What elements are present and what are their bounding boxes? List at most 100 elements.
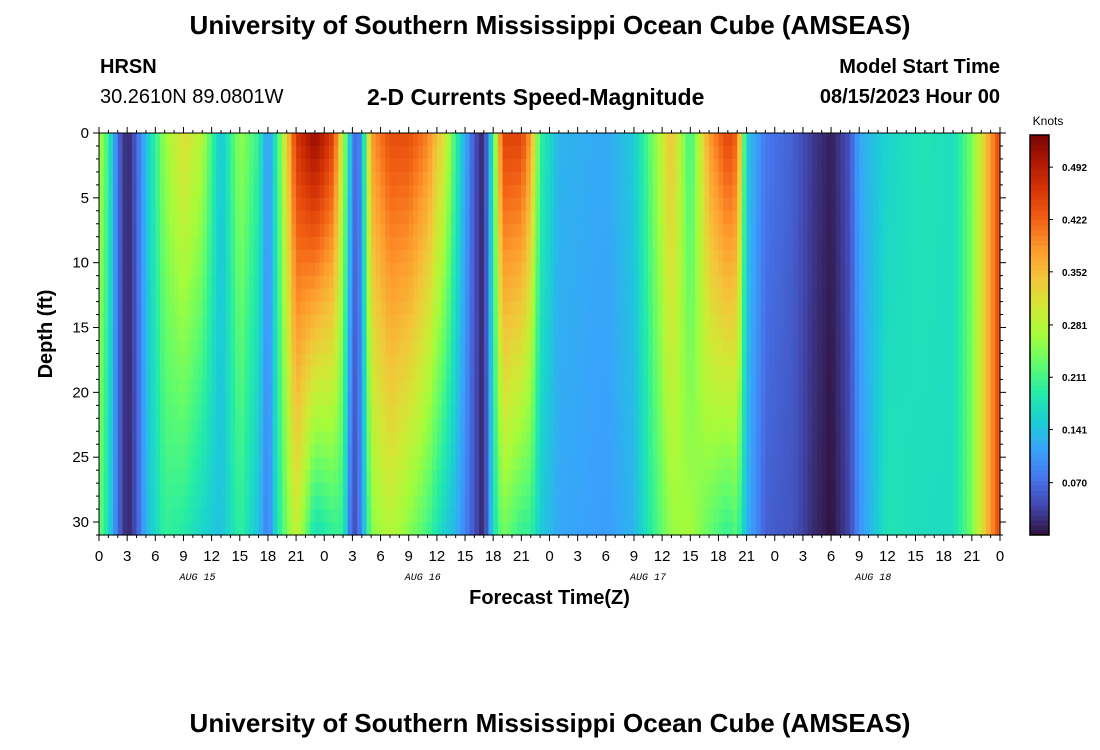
heatmap-cell: [666, 418, 673, 432]
heatmap-cell: [239, 444, 246, 458]
heatmap-cell: [244, 314, 250, 329]
heatmap-cell: [422, 418, 429, 432]
heatmap-cell: [765, 379, 771, 393]
heatmap-cell: [141, 392, 147, 406]
heatmap-cell: [530, 171, 537, 186]
heatmap-cell: [760, 457, 766, 471]
heatmap-cell: [845, 509, 851, 523]
heatmap-cell: [596, 262, 602, 277]
heatmap-cell: [333, 223, 339, 238]
heatmap-cell: [225, 314, 231, 329]
heatmap-cell: [150, 366, 156, 380]
heatmap-cell: [366, 405, 372, 419]
heatmap-cell: [619, 470, 626, 484]
heatmap-cell: [418, 301, 424, 316]
heatmap-cell: [849, 314, 856, 329]
heatmap-cell: [296, 223, 302, 238]
heatmap-cell: [324, 431, 330, 445]
heatmap-cell: [469, 249, 476, 264]
heatmap-cell: [812, 444, 818, 458]
heatmap-cell: [141, 327, 147, 342]
heatmap-cell: [427, 288, 433, 303]
heatmap-cell: [619, 223, 626, 238]
heatmap-cell: [760, 223, 766, 238]
heatmap-cell: [741, 314, 748, 329]
heatmap-cell: [108, 405, 114, 419]
heatmap-cell: [225, 171, 231, 186]
heatmap-cell: [812, 496, 818, 510]
heatmap-cell: [103, 327, 109, 342]
heatmap-cell: [371, 379, 377, 393]
heatmap-cell: [347, 405, 353, 419]
heatmap-cell: [483, 405, 490, 419]
heatmap-cell: [117, 262, 124, 277]
heatmap-cell: [770, 314, 776, 329]
heatmap-cell: [296, 275, 302, 290]
heatmap-cell: [361, 392, 368, 406]
heatmap-cell: [723, 288, 729, 303]
heatmap-cell: [601, 158, 607, 173]
heatmap-cell: [624, 457, 630, 471]
heatmap-cell: [202, 314, 208, 329]
heatmap-cell: [136, 366, 142, 380]
heatmap-cell: [314, 158, 321, 173]
heatmap-cell: [450, 133, 457, 147]
heatmap-cell: [103, 288, 109, 303]
heatmap-cell: [436, 418, 443, 432]
heatmap-cell: [465, 379, 471, 393]
heatmap-cell: [821, 184, 827, 199]
heatmap-cell: [549, 223, 555, 238]
heatmap-cell: [399, 210, 405, 225]
heatmap-cell: [99, 444, 105, 458]
heatmap-cell: [188, 210, 194, 225]
heatmap-cell: [211, 509, 217, 523]
heatmap-cell: [230, 353, 236, 368]
heatmap-cell: [680, 444, 687, 458]
heatmap-cell: [615, 171, 621, 186]
heatmap-cell: [821, 509, 827, 523]
heatmap-cell: [671, 509, 677, 523]
heatmap-cell: [371, 223, 377, 238]
heatmap-cell: [643, 223, 649, 238]
heatmap-cell: [755, 353, 762, 368]
heatmap-cell: [591, 249, 598, 264]
heatmap-cell: [591, 509, 598, 523]
heatmap-cell: [793, 210, 799, 225]
heatmap-cell: [371, 171, 377, 186]
heatmap-cell: [249, 457, 255, 471]
heatmap-cell: [709, 158, 715, 173]
heatmap-cell: [465, 301, 471, 316]
heatmap-cell: [713, 431, 720, 445]
heatmap-cell: [385, 327, 391, 342]
heatmap-cell: [263, 392, 269, 406]
heatmap-cell: [723, 457, 729, 471]
heatmap-cell: [361, 249, 368, 264]
heatmap-cell: [643, 340, 649, 355]
heatmap-cell: [572, 418, 579, 432]
heatmap-cell: [328, 133, 335, 147]
heatmap-cell: [774, 483, 781, 497]
heatmap-cell: [638, 509, 644, 523]
heatmap-cell: [816, 158, 823, 173]
heatmap-cell: [704, 483, 710, 497]
heatmap-cell: [178, 470, 185, 484]
heatmap-cell: [347, 158, 353, 173]
heatmap-cell: [235, 145, 241, 160]
heatmap-cell: [554, 431, 560, 445]
heatmap-cell: [277, 496, 283, 510]
heatmap-cell: [399, 470, 405, 484]
heatmap-cell: [188, 301, 194, 316]
heatmap-cell: [131, 210, 138, 225]
heatmap-cell: [380, 444, 386, 458]
heatmap-cell: [366, 158, 372, 173]
heatmap-cell: [798, 262, 804, 277]
heatmap-cell: [450, 340, 457, 355]
heatmap-cell: [662, 133, 668, 147]
heatmap-cell: [483, 197, 490, 212]
heatmap-cell: [680, 210, 687, 225]
heatmap-cell: [188, 431, 194, 445]
heatmap-cell: [188, 366, 194, 380]
heatmap-cell: [305, 262, 311, 277]
heatmap-cell: [821, 223, 827, 238]
heatmap-cell: [310, 392, 316, 406]
